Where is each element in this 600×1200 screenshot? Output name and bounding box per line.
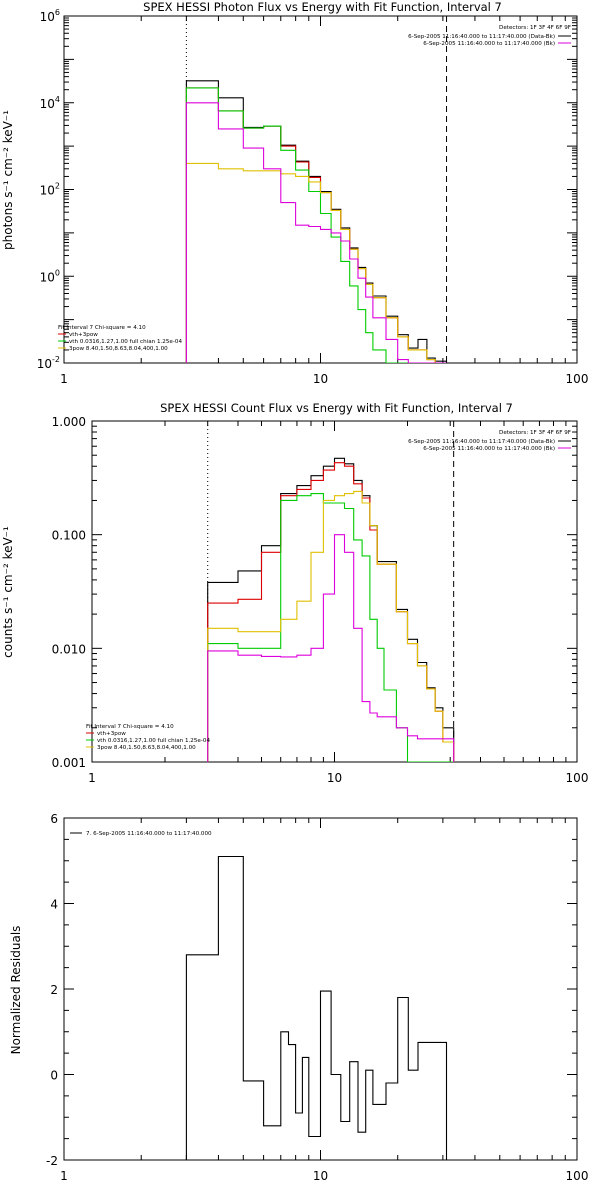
y-tick-label-base: 10 [40,10,55,24]
legend-header: Fit Interval 7 Chi-square = 4.10 [58,325,146,331]
x-axis: 1 10 100 [60,818,588,1183]
legend-header: Detectors: 1F 3F 4F 6F 9F [499,25,571,31]
y-tick-label-exp: 0 [55,268,60,277]
legend-entry-text: 3pow 8.40,1.50,8.63,8.04,400,1.00 [97,745,196,751]
x-tick-label: 1 [88,771,96,785]
y-axis-label: photons s⁻¹ cm⁻² keV⁻¹ [1,110,15,250]
y-tick-label-base: 10 [37,357,52,371]
chart-panel-1: SPEX HESSI Photon Flux vs Energy with Fi… [1,0,588,386]
y-tick-label: 0.001 [52,756,86,770]
y-tick-label: 104 [40,95,60,111]
series-line-3 [207,493,454,762]
y-tick-label: 10-2 [37,355,60,371]
y-tick-label: 100 [40,268,60,284]
y-tick-label: 2 [50,983,58,997]
legend-top-left: 7. 6-Sep-2005 11:16:40.000 to 11:17:40.0… [70,831,212,837]
y-tick-label-exp: -2 [52,355,60,364]
legend-top-right: Detectors: 1F 3F 4F 6F 9F 6-Sep-2005 11:1… [408,430,571,452]
series-group [185,80,448,363]
y-axis-label: counts s⁻¹ cm⁻² keV⁻¹ [1,526,15,658]
y-tick-label-exp: 6 [55,8,60,17]
y-tick-label: 1.000 [52,415,86,429]
legend-entry-text: vth 0.0316,1.27,1.00 full chian 1.25e-04 [97,738,210,744]
y-axis: 0.001 0.010 0.100 1.000 [52,415,577,770]
chart-panel-2: SPEX HESSI Count Flux vs Energy with Fit… [1,401,588,785]
y-tick-label: 106 [40,8,60,24]
y-tick-label: 4 [50,898,58,912]
series-line-2 [207,462,455,762]
y-tick-label-exp: 4 [55,95,60,104]
series-group [207,457,455,762]
x-tick-label: 100 [566,771,589,785]
legend-entry-text: 6-Sep-2005 11:16:40.000 to 11:17:40.000 … [423,41,555,47]
y-axis-label: Normalized Residuals [9,926,23,1055]
y-tick-label: 0.100 [52,529,86,543]
legend-entry-text: 7. 6-Sep-2005 11:16:40.000 to 11:17:40.0… [86,831,212,837]
legend-bottom-left: Fit Interval 7 Chi-square = 4.10vth+3pow… [86,724,210,751]
series-line-1 [185,80,448,363]
legend-header: Fit Interval 7 Chi-square = 4.10 [86,724,174,730]
series-group [185,855,448,1160]
legend-header: Detectors: 1F 3F 4F 6F 9F [499,430,571,436]
x-tick-label: 100 [566,372,589,386]
series-line-4 [185,162,447,363]
y-tick-label-base: 10 [40,270,55,284]
legend-top-right: Detectors: 1F 3F 4F 6F 9F 6-Sep-2005 11:1… [408,25,571,47]
legend-entry-text: vth+3pow [97,731,126,737]
x-tick-label: 1 [60,372,68,386]
x-tick-label: 100 [566,1169,589,1183]
x-tick-label: 10 [327,771,342,785]
y-tick-label-base: 10 [40,184,55,198]
y-tick-label: 0 [50,1069,58,1083]
y-axis: -2 0 2 4 6 [46,812,577,1168]
series-line-1 [185,855,448,1160]
x-tick-label: 10 [313,1169,328,1183]
x-axis: 1 10 100 [88,421,588,785]
chart-panel-3: 1 10 100 -2 0 2 4 6 Normalized Residuals 7. 6-Sep… [9,812,588,1183]
legend-entry-text: 3pow 8.40,1.50,8.63,8.04,400,1.00 [69,346,168,352]
legend-entry-text: 6-Sep-2005 11:16:40.000 to 11:17:40.000 … [423,446,555,452]
y-tick-label: 102 [40,182,60,198]
y-tick-label: 0.010 [52,642,86,656]
legend-entry-text: vth+3pow [69,332,98,338]
series-line-4 [207,490,455,762]
series-line-5 [207,534,455,762]
series-line-5 [185,102,447,363]
legend-bottom-left: Fit Interval 7 Chi-square = 4.10vth+3pow… [58,325,182,352]
x-tick-label: 1 [60,1169,68,1183]
legend-entry-text: 6-Sep-2005 11:16:40.000 to 11:17:40.000 … [408,439,555,445]
legend-entry-text: vth 0.0316,1.27,1.00 full chian 1.25e-04 [69,339,182,345]
y-tick-label: -2 [46,1154,58,1168]
y-tick-label-base: 10 [40,97,55,111]
x-tick-label: 10 [313,372,328,386]
y-tick-label-exp: 2 [55,182,60,191]
legend-entry-text: 6-Sep-2005 11:16:40.000 to 11:17:40.000 … [408,34,555,40]
chart-title: SPEX HESSI Count Flux vs Energy with Fit… [160,401,513,415]
y-tick-label: 6 [50,812,58,826]
x-axis: 1 10 100 [60,16,588,386]
chart-title: SPEX HESSI Photon Flux vs Energy with Fi… [143,0,502,14]
series-line-1 [207,457,455,762]
series-line-3 [185,87,447,363]
